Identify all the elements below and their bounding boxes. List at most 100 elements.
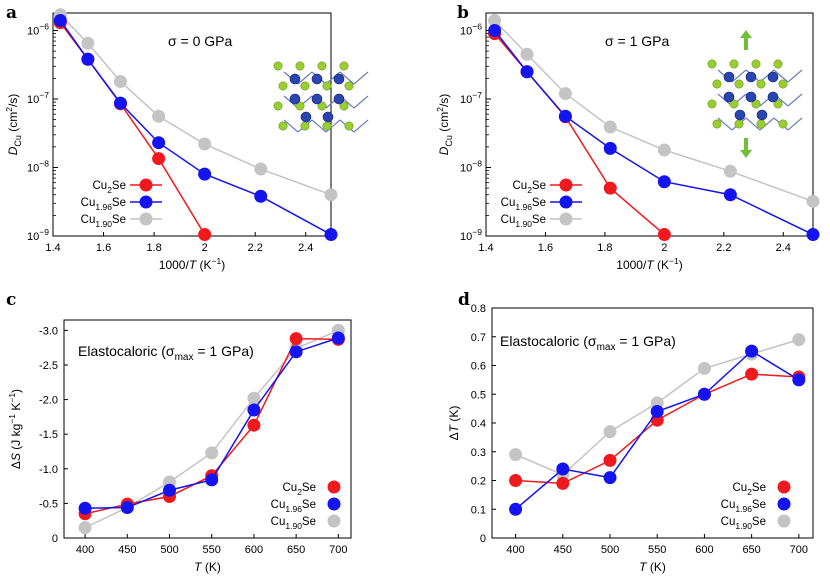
legend-label-cu196: Cu1.96Se [271,499,316,514]
data-point-cu190 [697,361,711,375]
data-point-cu196 [792,373,806,387]
x-tick-label: 1.4 [478,242,493,254]
data-point-cu190 [78,521,92,535]
x-axis-label-c: T (K) [194,560,221,574]
y-tick-label: 10−9 [27,227,49,243]
x-tick-label: 2.2 [716,242,731,254]
x-tick-label: 2.4 [776,242,791,254]
y-tick-label: -2.0 [39,395,58,407]
x-tick-label: 2.4 [298,242,313,254]
y-axis-label-c: ΔS (J kg−1 K−1) [7,389,23,469]
data-point-cu190 [806,194,820,208]
y-axis-label-b: DCu (cm2/s) [435,94,454,156]
y-tick-label: 10−8 [27,158,49,174]
data-point-cu196 [509,502,523,516]
plot-panel-d: 400 450 500 550 600 650 700 0 0.1 0.2 0.3 0.4 0.5 0.6… [471,303,814,556]
legend-marker-cu2se [559,178,573,192]
data-point-cu190 [81,36,95,50]
data-point-cu190 [792,333,806,347]
x-tick-label: 400 [76,544,94,556]
data-point-cu196 [488,23,502,37]
data-point-cu190 [657,143,671,157]
data-point-cu190 [520,47,534,61]
arrow-up-icon [740,30,752,50]
data-point-cu190 [324,188,338,202]
data-point-cu2se [198,228,212,242]
legend-label-cu2se: Cu2Se [732,482,766,497]
legend-label-cu2se: Cu2Se [282,482,316,497]
y-tick-label: 10−7 [27,90,49,106]
x-axis-label-d: T (K) [639,560,666,574]
y-tick-label: 0.2 [471,476,486,488]
data-point-cu196 [558,109,572,123]
arrow-down-icon [740,138,752,158]
x-tick-label: 600 [245,544,263,556]
data-point-cu196 [520,65,534,79]
data-point-cu196 [113,96,127,110]
legend-label-cu190: Cu1.90Se [721,516,766,531]
x-tick-label: 550 [648,544,666,556]
data-point-cu196 [81,52,95,66]
legend-marker-cu196 [559,195,573,209]
legend-marker-cu196 [777,497,791,511]
y-tick-label: 0.7 [471,332,486,344]
data-point-cu196 [603,141,617,155]
series-line-cu190 [84,329,339,529]
data-point-cu196 [78,501,92,515]
legend-label-cu190: Cu1.90Se [81,214,126,229]
data-point-cu190 [247,391,261,405]
data-point-cu190 [488,13,502,27]
data-point-cu196 [657,175,671,189]
y-tick-label: 0.3 [471,447,486,459]
plot-frame [63,319,352,539]
crystal-structure-icon [273,61,369,133]
data-point-cu2se [289,332,303,346]
legend-marker-cu2se [139,178,153,192]
panel-letter-b: b [457,3,469,23]
strained-crystal-icon [707,59,803,131]
legend-marker-cu2se [327,480,341,494]
y-tick-label: 10−7 [460,90,482,106]
legend-marker-cu190 [559,212,573,226]
data-point-cu196 [745,344,759,358]
x-tick-label: 700 [329,544,347,556]
plot-frame [485,12,814,237]
x-tick-label: 1.8 [146,242,161,254]
y-tick-label: 10−9 [460,227,482,243]
y-tick-label: 0.4 [471,418,486,430]
data-point-cu196 [198,167,212,181]
panel-letter-a: a [6,3,17,23]
data-point-cu196 [247,403,261,417]
data-point-cu190 [254,162,268,176]
x-tick-label: 1.6 [96,242,111,254]
y-tick-label: 10−6 [27,21,49,37]
x-axis-label-a: 1000/T (K−1) [159,256,225,272]
x-tick-label: 1.6 [538,242,553,254]
data-point-cu190 [558,87,572,101]
legend-marker-cu190 [327,514,341,528]
y-axis-label-d: ΔT (K) [447,406,461,441]
x-tick-label: 550 [203,544,221,556]
x-tick-label: 500 [601,544,619,556]
y-tick-label: 0 [480,533,486,545]
data-point-cu2se [657,228,671,242]
annotation-a: σ = 0 GPa [168,33,232,49]
x-tick-label: 2 [661,242,667,254]
data-point-cu2se [603,453,617,467]
x-tick-label: 2 [202,242,208,254]
y-tick-label: 0.8 [471,303,486,315]
y-tick-label: -3.0 [39,325,58,337]
data-point-cu196 [205,473,219,487]
data-point-cu2se [509,474,523,487]
plot-panel-b: 1.4 1.6 1.8 2 2.2 2.4 10−9 10−8 10−7 10−6 [460,12,820,254]
y-tick-label: 0 [52,533,58,545]
data-point-cu196 [723,188,737,202]
data-point-cu2se [152,152,166,166]
x-tick-label: 650 [742,544,760,556]
x-axis-label-b: 1000/T (K−1) [616,256,682,272]
x-tick-label: 650 [287,544,305,556]
y-tick-label: 10−6 [460,21,482,37]
panel-letter-c: c [6,290,16,310]
y-tick-label: -0.5 [39,498,58,510]
